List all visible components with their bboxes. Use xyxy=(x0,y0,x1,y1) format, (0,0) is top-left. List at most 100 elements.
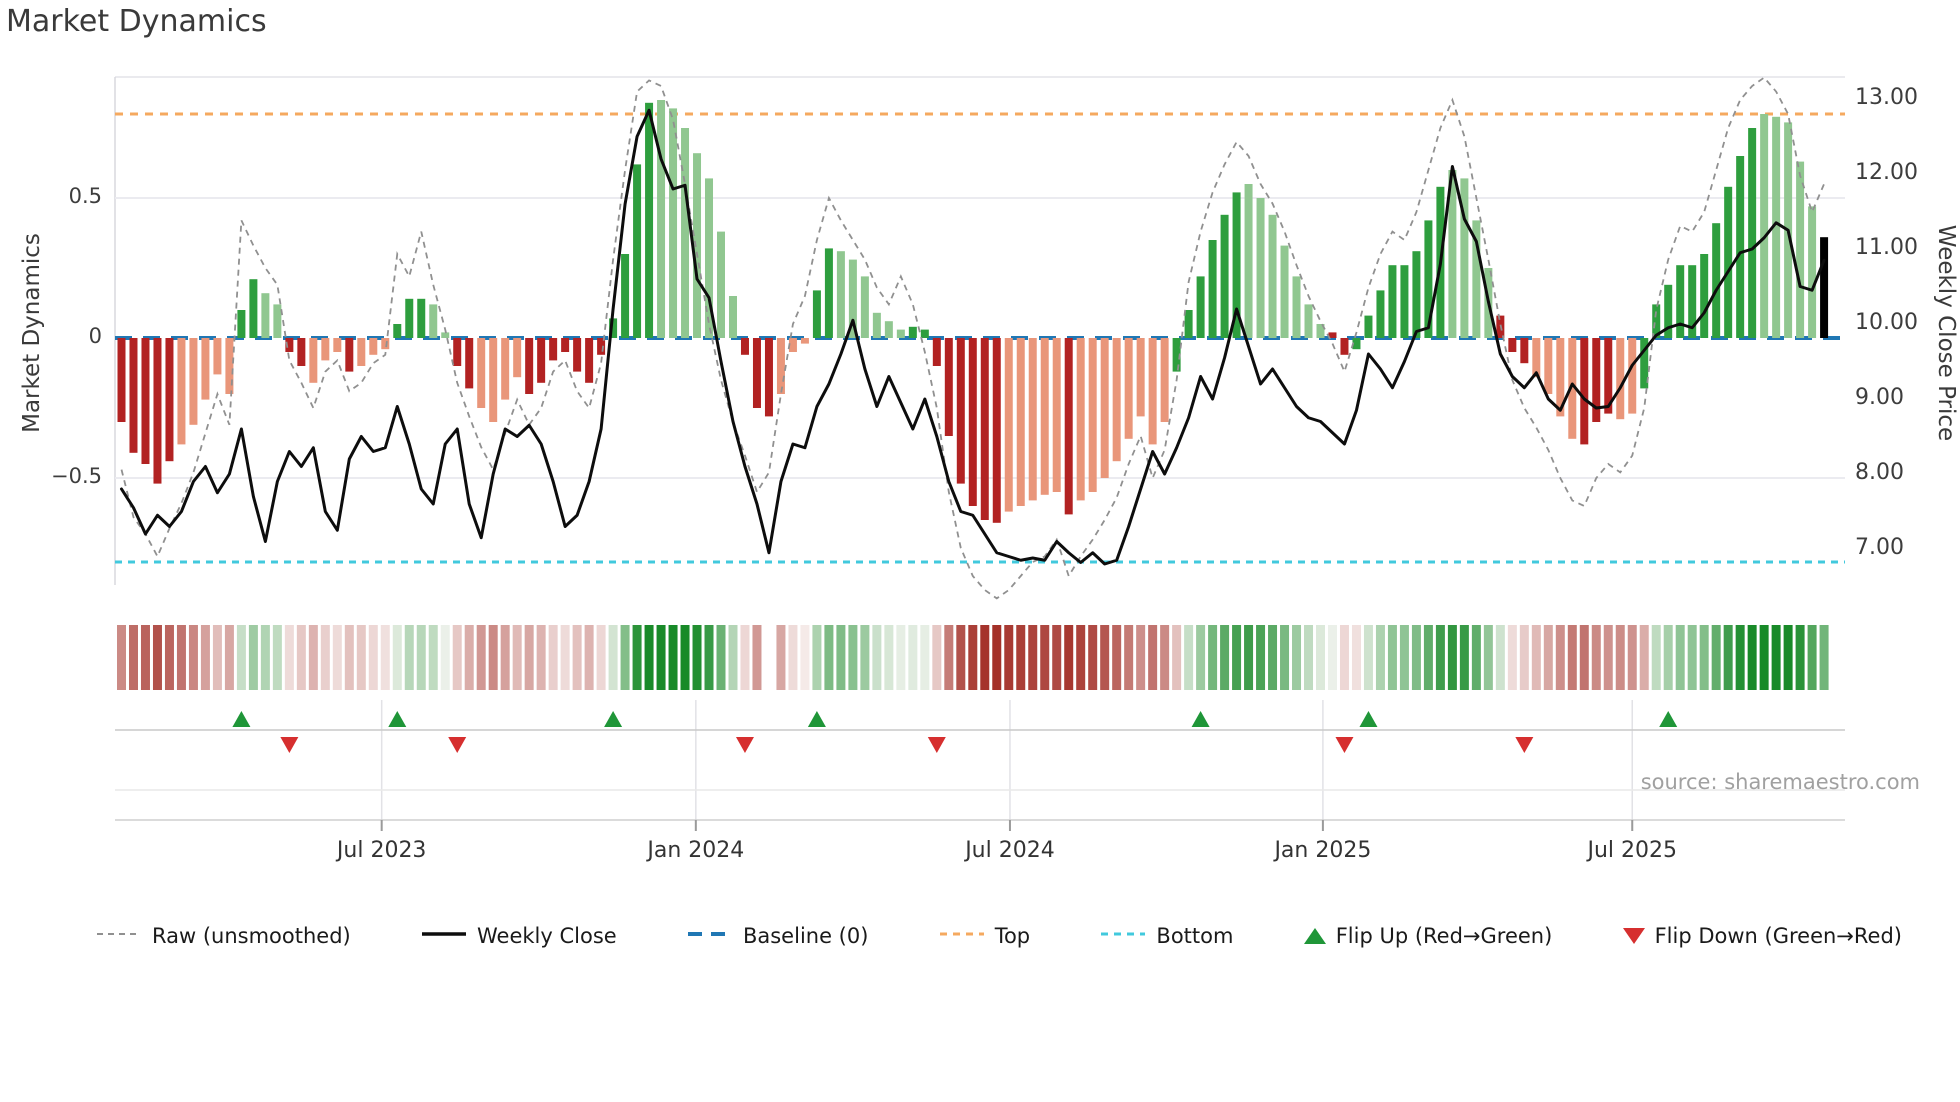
osc-bar xyxy=(321,338,330,361)
heatmap-cell xyxy=(1711,625,1721,690)
heatmap-cell xyxy=(944,625,954,690)
osc-bar xyxy=(465,338,474,389)
flip-up-marker xyxy=(232,711,251,727)
legend-item-baseline[interactable]: Baseline (0) xyxy=(687,924,868,948)
heatmap-cell xyxy=(452,625,462,690)
osc-bar xyxy=(824,248,833,338)
osc-bar xyxy=(1676,265,1685,338)
heatmap-cell xyxy=(1807,625,1817,690)
osc-bar xyxy=(1028,338,1037,501)
osc-bar xyxy=(1448,170,1457,338)
heatmap-cell xyxy=(416,625,426,690)
right-axis-tick: 10.00 xyxy=(1855,310,1918,335)
osc-bar xyxy=(1628,338,1637,414)
flip-up-icon xyxy=(1303,928,1326,944)
heatmap-cell xyxy=(1543,625,1553,690)
osc-bar xyxy=(453,338,462,366)
legend-item-weekly-close[interactable]: Weekly Close xyxy=(421,924,617,948)
left-axis-tick: 0.5 xyxy=(68,184,102,208)
legend-item-bottom[interactable]: Bottom xyxy=(1100,924,1233,948)
osc-bar xyxy=(1424,220,1433,338)
heatmap-cell xyxy=(1064,625,1074,690)
heatmap-cell xyxy=(872,625,882,690)
heatmap-cell xyxy=(1627,625,1637,690)
osc-bar xyxy=(525,338,534,394)
legend-item-raw[interactable]: Raw (unsmoothed) xyxy=(96,924,351,948)
heatmap-cell xyxy=(224,625,234,690)
x-axis-tick-label: Jul 2024 xyxy=(965,838,1055,863)
osc-bar xyxy=(441,332,450,338)
osc-bar xyxy=(477,338,486,408)
weekly-close-line-icon xyxy=(421,925,467,947)
heatmap-cell xyxy=(716,625,726,690)
raw-line xyxy=(120,76,1825,600)
heatmap-cell xyxy=(272,625,282,690)
osc-bar xyxy=(585,338,594,383)
heatmap-cell xyxy=(1172,625,1182,690)
osc-bar xyxy=(189,338,198,425)
heatmap-cell xyxy=(920,625,930,690)
heatmap-cell xyxy=(908,625,918,690)
osc-bar xyxy=(1772,116,1781,338)
heatmap-cell xyxy=(1292,625,1302,690)
left-axis-tick: −0.5 xyxy=(51,464,102,488)
osc-bar xyxy=(1460,178,1469,338)
heatmap-cell xyxy=(512,625,522,690)
heatmap-cell xyxy=(1603,625,1613,690)
flip-down-marker xyxy=(280,737,299,753)
heatmap-cell xyxy=(584,625,594,690)
osc-bar xyxy=(1208,240,1217,338)
heatmap-cell xyxy=(464,625,474,690)
flip-down-icon xyxy=(1622,928,1645,944)
osc-bar xyxy=(788,338,797,352)
osc-bar xyxy=(513,338,522,378)
flip-down-marker xyxy=(448,737,467,753)
legend-label: Baseline (0) xyxy=(742,924,869,948)
osc-bar xyxy=(1556,338,1565,417)
heatmap-cell xyxy=(1735,625,1745,690)
legend-item-flip-down[interactable]: Flip Down (Green→Red) xyxy=(1622,924,1902,948)
osc-bar xyxy=(1532,338,1541,378)
heatmap-cell xyxy=(1675,625,1685,690)
heatmap-cell xyxy=(188,625,198,690)
heatmap-cell xyxy=(404,625,414,690)
heatmap-cell xyxy=(1028,625,1038,690)
heatmap-cell xyxy=(1483,625,1493,690)
osc-bar xyxy=(501,338,510,400)
osc-bar xyxy=(1232,192,1241,338)
heatmap-cell xyxy=(1459,625,1469,690)
osc-bar xyxy=(776,338,785,394)
osc-bar xyxy=(1376,290,1385,338)
heatmap-cell xyxy=(860,625,870,690)
osc-bar xyxy=(177,338,186,445)
osc-bar xyxy=(357,338,366,366)
osc-bar xyxy=(1736,156,1745,338)
legend-item-flip-up[interactable]: Flip Up (Red→Green) xyxy=(1303,924,1552,948)
osc-bar xyxy=(1100,338,1109,478)
heatmap-cell xyxy=(164,625,174,690)
osc-bar xyxy=(1640,338,1649,389)
osc-bar xyxy=(1280,245,1289,338)
osc-bar xyxy=(597,338,606,355)
heatmap-cell xyxy=(896,625,906,690)
osc-bar xyxy=(1124,338,1133,439)
heatmap-cell xyxy=(308,625,318,690)
osc-bar xyxy=(1172,338,1181,372)
heatmap-cell xyxy=(1615,625,1625,690)
osc-bar xyxy=(129,338,138,453)
heatmap-cell xyxy=(740,625,750,690)
osc-bar xyxy=(1352,338,1361,350)
heatmap-cell xyxy=(1088,625,1098,690)
legend-item-top[interactable]: Top xyxy=(939,924,1030,948)
heatmap-cell xyxy=(1471,625,1481,690)
heatmap-cell xyxy=(1327,625,1337,690)
osc-bar xyxy=(1712,223,1721,338)
osc-bar xyxy=(573,338,582,372)
heatmap-cell xyxy=(320,625,330,690)
osc-bar xyxy=(1292,276,1301,338)
heatmap-cell xyxy=(1423,625,1433,690)
osc-bar xyxy=(669,108,678,339)
right-axis-tick: 7.00 xyxy=(1855,535,1904,560)
legend-label: Raw (unsmoothed) xyxy=(152,924,351,948)
